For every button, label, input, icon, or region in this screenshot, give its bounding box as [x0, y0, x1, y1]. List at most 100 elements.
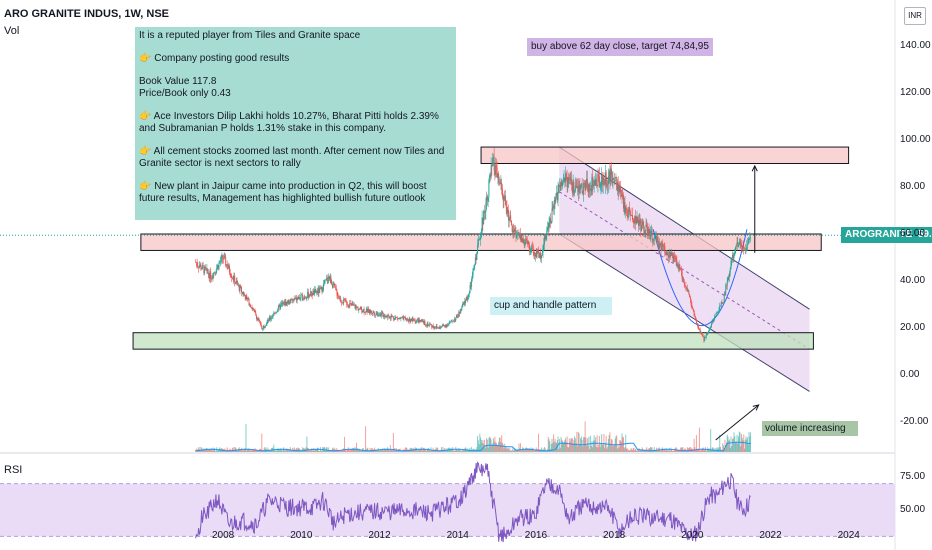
volume-bar [508, 449, 510, 452]
candle-body [280, 303, 282, 305]
volume-bar [627, 450, 629, 452]
candle-body [486, 196, 488, 204]
candle-body [418, 320, 420, 323]
volume-bar [559, 438, 561, 452]
volume-bar [743, 434, 745, 452]
volume-bar [384, 449, 386, 452]
candle-body [680, 269, 682, 270]
volume-bar [413, 449, 415, 452]
candle-body [685, 285, 687, 289]
candle-body [376, 312, 378, 314]
volume-bar [656, 450, 658, 452]
volume-bar [349, 450, 351, 452]
candle-body [212, 277, 214, 278]
candle-body [580, 183, 582, 186]
volume-bar [746, 439, 748, 452]
volume-bar [668, 448, 670, 452]
candle-body [538, 251, 540, 254]
candle-body [513, 230, 515, 232]
candle-body [740, 242, 742, 245]
volume-bar [393, 448, 395, 452]
candle-body [413, 319, 415, 321]
candle-body [649, 233, 651, 240]
candle-body [479, 239, 481, 241]
candle-body [641, 225, 643, 231]
volume-bar [637, 450, 639, 452]
candle-body [370, 310, 372, 313]
volume-bar [621, 433, 623, 452]
candle-body [208, 274, 210, 279]
candle-body [204, 266, 206, 274]
candle-body [719, 305, 721, 310]
candle-body [240, 285, 242, 288]
candle-body [405, 318, 407, 320]
candle-body [743, 247, 745, 251]
candle-body [389, 317, 391, 319]
candle-body [648, 228, 650, 234]
candle-body [747, 244, 749, 246]
volume-bar [383, 450, 385, 452]
volume-bar [511, 449, 513, 452]
candle-body [455, 317, 457, 321]
candle-body [441, 325, 443, 327]
candle-body [308, 295, 310, 298]
candle-body [541, 252, 543, 256]
volume-bar [457, 449, 459, 452]
candle-body [627, 215, 629, 217]
candle-body [391, 315, 393, 317]
candle-body [689, 297, 691, 300]
candle-body [736, 242, 738, 245]
candle-body [509, 215, 511, 218]
candle-body [701, 332, 703, 335]
volume-bar [639, 449, 641, 452]
volume-bar [281, 450, 283, 452]
volume-bar [513, 449, 515, 452]
volume-bar [598, 444, 600, 452]
candle-body [526, 239, 528, 244]
volume-bar [544, 448, 546, 452]
candle-body [341, 301, 343, 303]
volume-bar [701, 448, 703, 452]
candle-body [635, 216, 637, 224]
volume-bar [731, 446, 733, 452]
candle-body [210, 271, 212, 279]
candle-body [259, 320, 261, 322]
volume-bar [344, 436, 346, 452]
volume-bar [293, 447, 295, 452]
volume-bar [498, 437, 500, 452]
candle-body [447, 323, 449, 325]
volume-bar [310, 449, 312, 452]
volume-bar [725, 445, 727, 452]
candle-body [646, 224, 648, 227]
candle-body [488, 180, 490, 198]
candle-body [603, 177, 605, 180]
candle-body [249, 304, 251, 306]
volume-bar [747, 444, 749, 452]
candle-body [382, 312, 384, 317]
candle-body [692, 308, 694, 311]
candle-body [644, 230, 646, 234]
candle-body [204, 266, 206, 269]
candle-body [628, 207, 630, 217]
volume-bar [461, 450, 463, 452]
volume-bar [718, 447, 720, 452]
volume-increasing-note: volume increasing [762, 421, 858, 436]
currency-button[interactable]: INR [904, 7, 926, 25]
volume-bar [499, 437, 501, 452]
volume-bar [577, 446, 579, 452]
volume-bar [306, 436, 308, 452]
candle-body [260, 323, 262, 327]
volume-bar [280, 448, 282, 452]
candle-body [451, 320, 453, 322]
volume-bar [506, 448, 508, 452]
candle-body [723, 294, 725, 303]
time-tick-label: 2020 [681, 530, 704, 541]
candle-body [656, 235, 658, 240]
volume-bar [632, 447, 634, 452]
volume-bar [516, 449, 518, 452]
candle-body [691, 304, 693, 308]
candle-body [565, 173, 567, 177]
candle-body [622, 194, 624, 196]
cup-handle-note: cup and handle pattern [490, 297, 612, 315]
